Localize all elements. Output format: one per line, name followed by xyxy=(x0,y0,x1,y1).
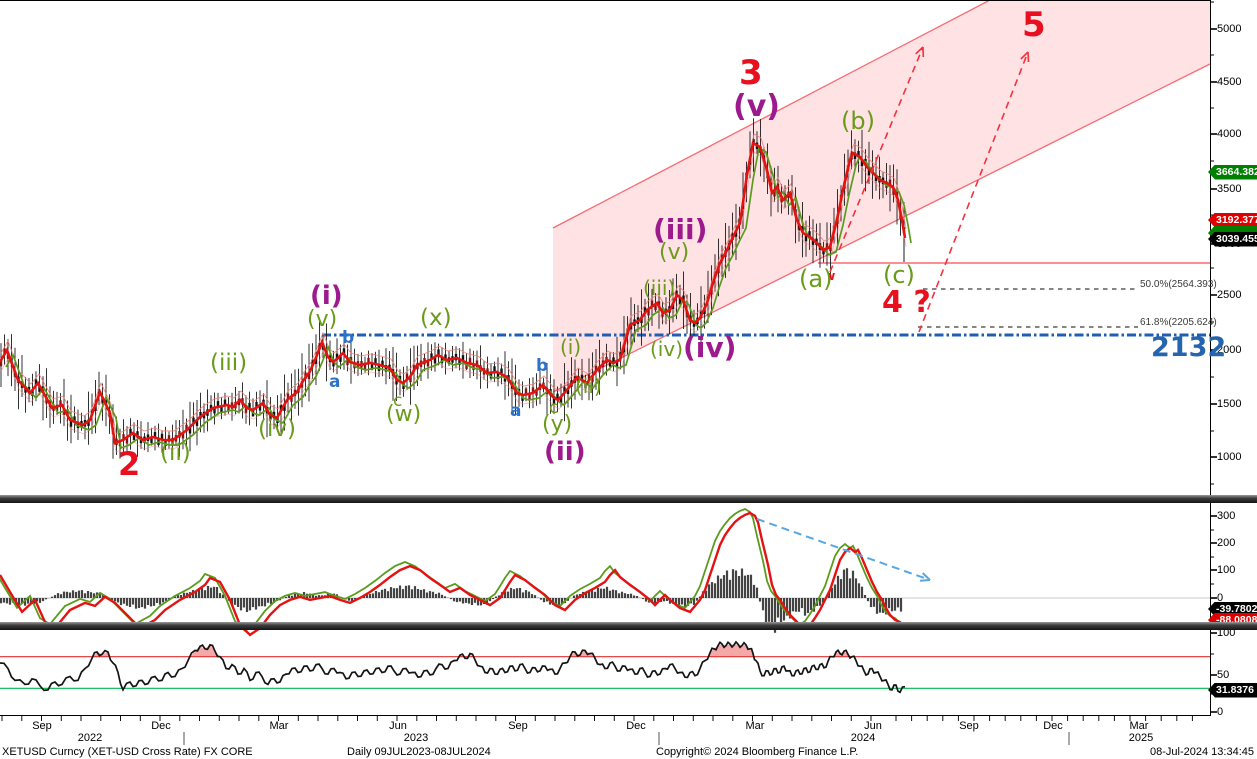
panel-separator-lower[interactable] xyxy=(0,622,1257,630)
footer: XETUSD Curncy (XET-USD Cross Rate) FX CO… xyxy=(0,745,1257,759)
footer-instrument: XETUSD Curncy (XET-USD Cross Rate) FX CO… xyxy=(2,746,253,758)
footer-copyright: Copyright© 2024 Bloomberg Finance L.P. xyxy=(656,746,859,758)
panel-separator-upper[interactable] xyxy=(0,495,1257,503)
footer-date-range: Daily 09JUL2023-08JUL2024 xyxy=(347,746,491,758)
footer-timestamp: 08-Jul-2024 13:34:45 xyxy=(1150,746,1254,758)
